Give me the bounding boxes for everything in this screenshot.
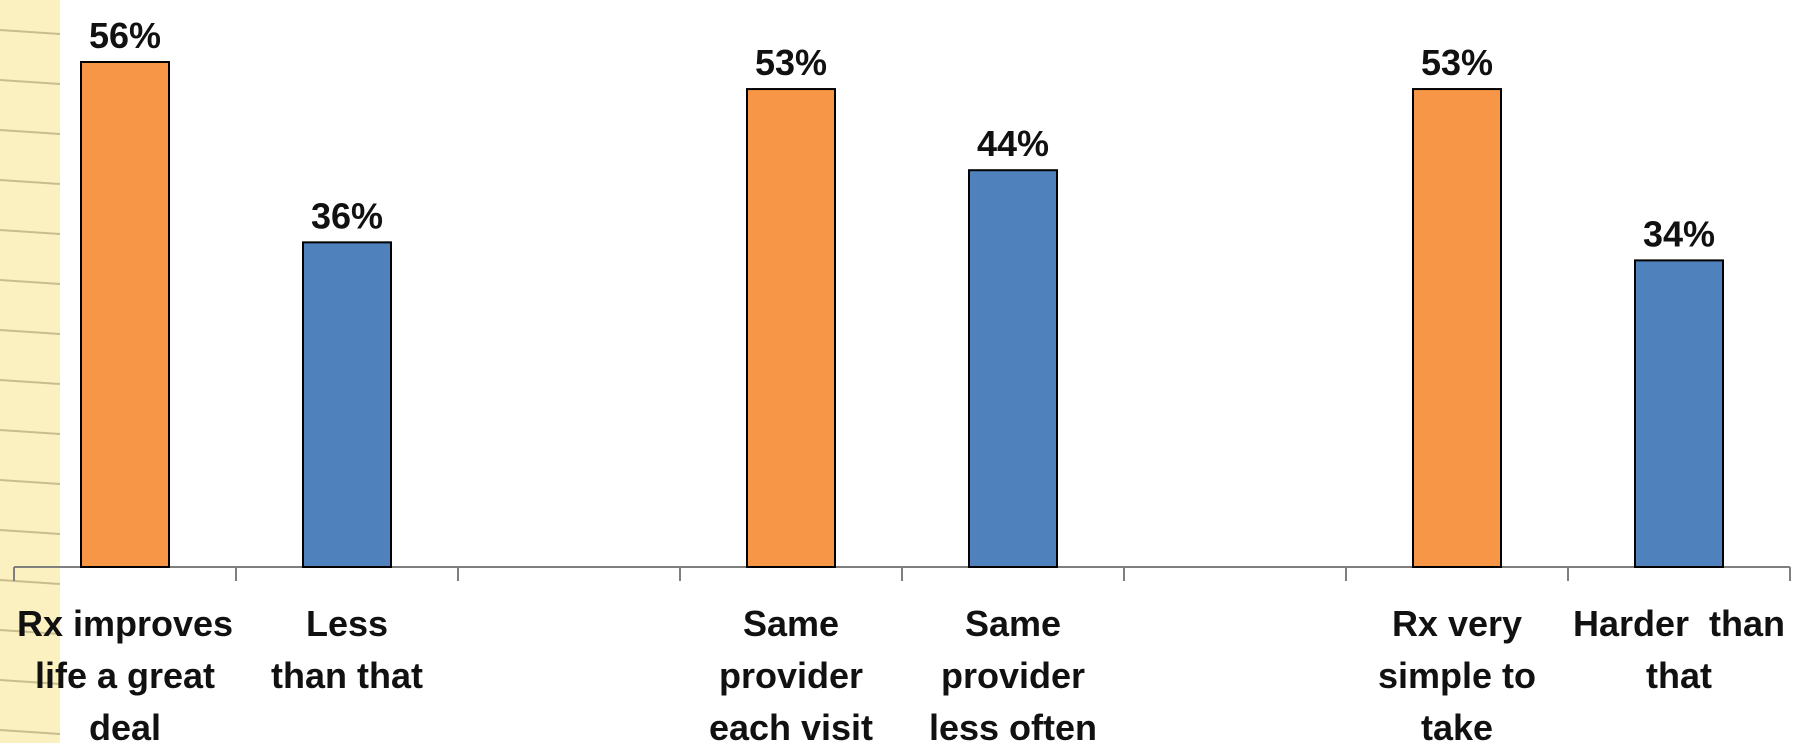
bar	[80, 61, 170, 568]
category-label: Same	[965, 603, 1061, 644]
category-label: Less	[306, 603, 388, 644]
data-label: 56%	[89, 15, 161, 56]
bar	[1412, 88, 1502, 569]
category-label: simple to	[1378, 655, 1536, 696]
category-label: provider	[941, 655, 1085, 696]
data-label: 36%	[311, 195, 383, 236]
category-label: than that	[271, 655, 423, 696]
data-label: 44%	[977, 123, 1049, 164]
bar	[1634, 259, 1724, 568]
data-label: 53%	[1421, 42, 1493, 83]
category-label: Same	[743, 603, 839, 644]
data-label: 34%	[1643, 213, 1715, 254]
category-label: Rx very	[1392, 603, 1522, 644]
category-label: less often	[929, 707, 1097, 743]
category-label: provider	[719, 655, 863, 696]
notepad-background	[0, 0, 60, 743]
category-label: life a great	[35, 655, 215, 696]
data-label: 53%	[755, 42, 827, 83]
category-label: deal	[89, 707, 161, 743]
category-label: each visit	[709, 707, 873, 743]
bar	[746, 88, 836, 569]
category-label: take	[1421, 707, 1493, 743]
category-label: Harder than	[1573, 603, 1785, 644]
bar	[302, 241, 392, 568]
category-label: Rx improves	[17, 603, 233, 644]
bar	[968, 169, 1058, 568]
category-label: that	[1646, 655, 1712, 696]
